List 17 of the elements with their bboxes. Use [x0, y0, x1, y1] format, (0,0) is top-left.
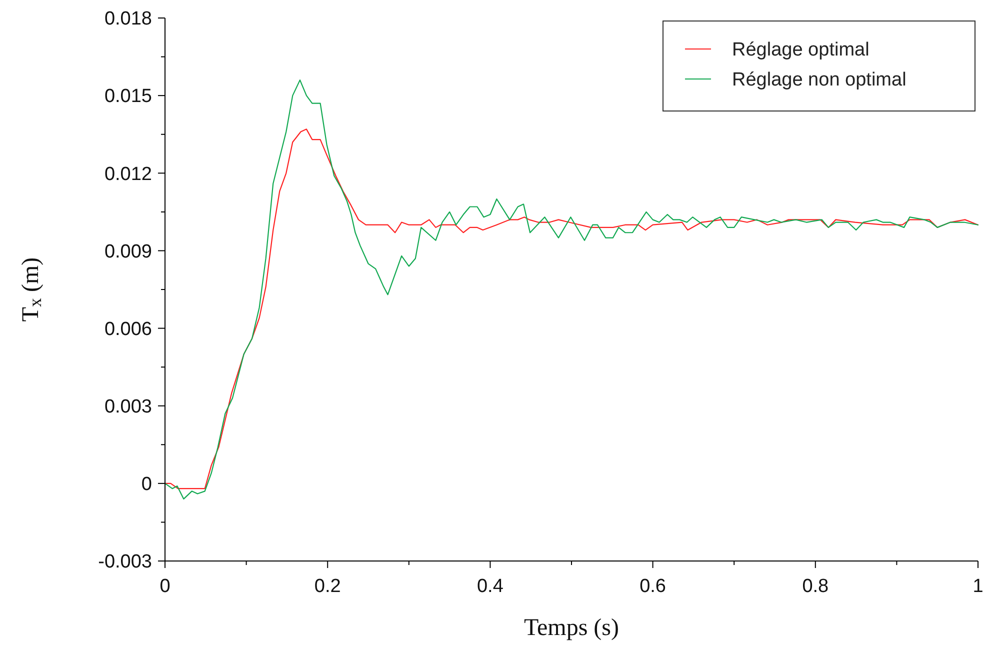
x-tick-label: 0.8 [802, 576, 829, 597]
x-tick-label: 0.6 [640, 576, 666, 597]
y-tick-label: 0.003 [104, 396, 152, 418]
y-tick-label: 0 [141, 474, 152, 496]
x-tick-label: 0.2 [314, 576, 341, 597]
x-tick-label: 0.4 [476, 576, 504, 597]
x-axis-title: Temps (s) [524, 615, 619, 641]
x-tick-label: 0 [160, 576, 170, 597]
y-tick-label: 0.009 [104, 241, 152, 262]
y-tick-label: -0.003 [98, 552, 152, 573]
x-tick-label: 1 [972, 576, 984, 597]
y-tick-label: 0.015 [104, 86, 152, 108]
legend-label: Réglage non optimal [732, 70, 906, 91]
y-tick-label: 0.018 [104, 8, 152, 30]
legend-label: Réglage optimal [732, 40, 870, 61]
y-tick-label: 0.012 [104, 164, 152, 185]
y-tick-label: 0.006 [104, 318, 152, 340]
